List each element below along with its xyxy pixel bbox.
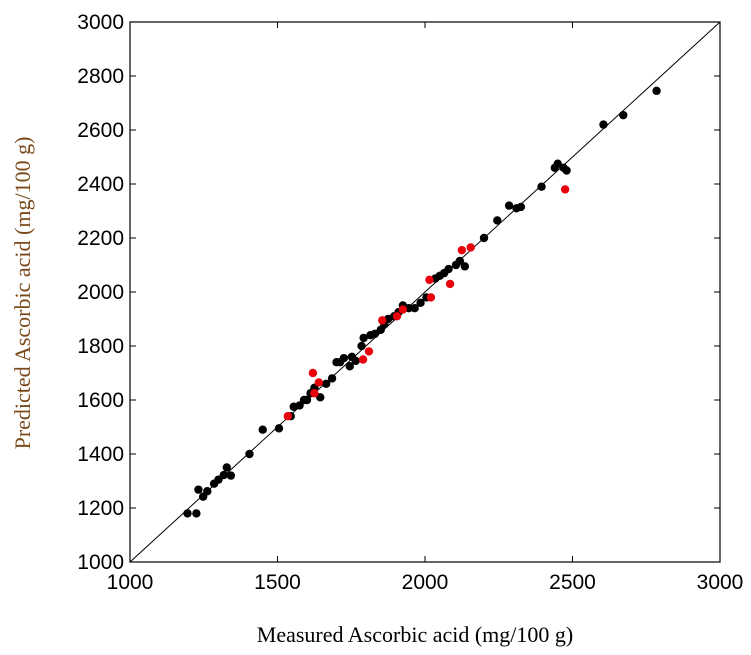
data-point-series-1-23 bbox=[327, 374, 337, 383]
data-point-series-1-62 bbox=[619, 110, 628, 120]
data-point-series-2-11 bbox=[426, 293, 436, 302]
data-point-series-1-18 bbox=[302, 395, 312, 405]
data-point-series-2-8 bbox=[392, 312, 402, 321]
y-tick-label-11: 3000 bbox=[77, 11, 124, 34]
data-point-series-1-5 bbox=[203, 487, 212, 496]
data-point-series-1-12 bbox=[258, 425, 267, 434]
data-point-series-2-14 bbox=[466, 243, 475, 252]
y-tick-label-9: 2600 bbox=[77, 119, 124, 142]
data-point-series-1-33 bbox=[370, 329, 380, 339]
data-point-series-2-7 bbox=[378, 316, 387, 325]
y-axis-label: Predicted Ascorbic acid (mg/100 g) bbox=[10, 137, 35, 450]
data-point-series-2-12 bbox=[445, 279, 455, 289]
data-point-series-2-4 bbox=[314, 378, 323, 387]
y-tick-label-8: 2400 bbox=[77, 173, 124, 196]
data-point-series-1-41 bbox=[410, 304, 419, 313]
data-point-series-2-13 bbox=[457, 245, 467, 255]
data-point-series-1-50 bbox=[460, 262, 470, 271]
data-point-series-1-30 bbox=[357, 341, 366, 351]
data-point-series-1-61 bbox=[599, 120, 608, 129]
data-point-series-1-63 bbox=[652, 86, 661, 96]
data-point-series-1-47 bbox=[444, 264, 453, 274]
data-point-series-1-1 bbox=[183, 509, 192, 518]
data-point-series-1-52 bbox=[493, 216, 502, 225]
y-tick-label-5: 1800 bbox=[77, 335, 124, 358]
x-tick-label-2: 1500 bbox=[254, 571, 301, 594]
data-point-series-1-27 bbox=[345, 362, 354, 371]
data-point-series-1-58 bbox=[553, 159, 562, 168]
y-tick-label-10: 2800 bbox=[77, 65, 124, 88]
data-point-series-1-51 bbox=[479, 233, 489, 243]
y-tick-label-4: 1600 bbox=[77, 389, 124, 412]
data-point-series-1-22 bbox=[321, 379, 331, 388]
x-tick-label-4: 2500 bbox=[549, 571, 596, 594]
y-tick-label-7: 2200 bbox=[77, 227, 124, 250]
data-point-series-1-55 bbox=[516, 202, 526, 212]
data-point-series-1-11 bbox=[245, 449, 254, 459]
data-point-series-1-10 bbox=[226, 471, 236, 480]
data-point-series-2-9 bbox=[398, 305, 408, 314]
data-point-series-1-60 bbox=[562, 166, 571, 175]
data-point-series-2-5 bbox=[358, 355, 368, 364]
x-tick-label-1: 1000 bbox=[107, 571, 154, 594]
data-point-series-1-8 bbox=[219, 470, 229, 480]
x-axis-label: Measured Ascorbic acid (mg/100 g) bbox=[257, 622, 573, 647]
data-point-series-1-26 bbox=[339, 353, 349, 363]
data-point-series-1-13 bbox=[274, 424, 284, 433]
data-point-series-2-15 bbox=[560, 185, 570, 194]
data-point-series-1-21 bbox=[316, 393, 325, 402]
data-point-series-2-2 bbox=[308, 368, 318, 378]
y-tick-label-1: 1000 bbox=[77, 551, 124, 574]
data-point-series-1-42 bbox=[416, 298, 425, 307]
data-point-series-2-10 bbox=[425, 275, 434, 285]
data-point-series-2-1 bbox=[283, 412, 293, 421]
x-tick-label-3: 2000 bbox=[402, 571, 449, 594]
data-point-series-1-49 bbox=[455, 256, 465, 266]
y-tick-label-3: 1400 bbox=[77, 443, 124, 466]
data-point-series-1-2 bbox=[192, 509, 201, 518]
data-point-series-1-9 bbox=[222, 463, 231, 472]
data-point-series-1-3 bbox=[194, 485, 203, 494]
data-point-series-2-3 bbox=[310, 389, 319, 398]
data-point-series-1-53 bbox=[504, 201, 514, 210]
axis-ticks: 1000 1500 2000 2500 3000 1000 1200 1400 1600 1800… bbox=[77, 11, 743, 594]
y-tick-label-2: 1200 bbox=[77, 497, 124, 520]
x-tick-label-5: 3000 bbox=[697, 571, 744, 594]
data-point-series-1-56 bbox=[537, 182, 546, 191]
y-tick-label-6: 2000 bbox=[77, 281, 124, 304]
data-point-series-1-29 bbox=[351, 356, 360, 366]
data-point-series-2-6 bbox=[364, 347, 374, 356]
data-point-series-1-31 bbox=[359, 333, 368, 343]
